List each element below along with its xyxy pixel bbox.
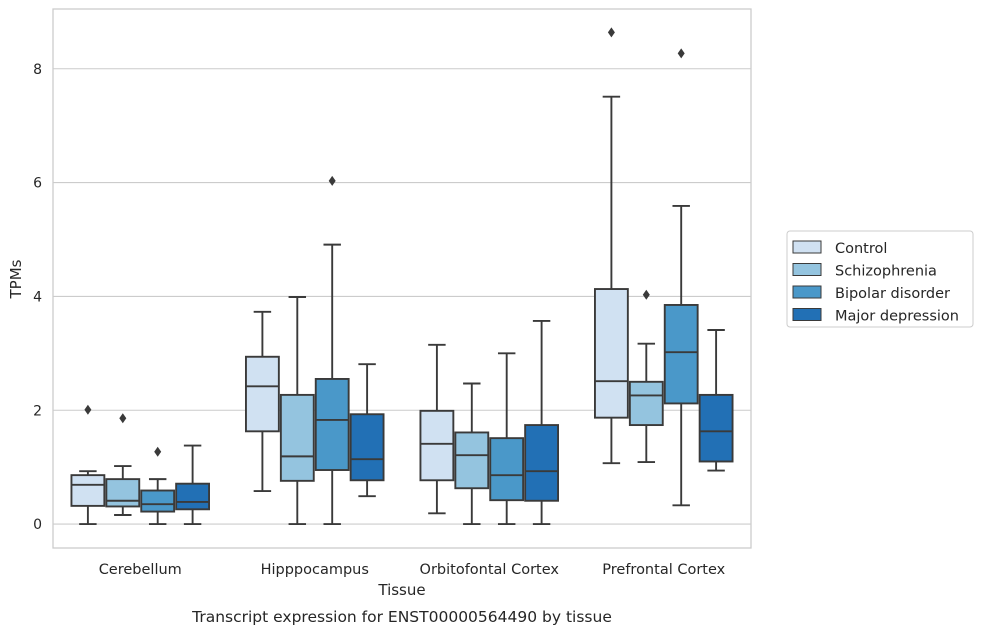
legend-swatch — [792, 285, 822, 299]
box-1-3 — [628, 289, 664, 464]
y-tick-label: 0 — [33, 517, 42, 533]
x-tick-labels: Cerebellum Hipppocampus Orbitofontal Corte… — [99, 562, 726, 578]
box-body — [314, 378, 350, 471]
y-axis-label: TPMs — [7, 259, 25, 299]
box-body — [489, 437, 525, 502]
outlier-point — [328, 175, 336, 186]
legend-swatch — [792, 263, 822, 276]
x-tick-label: Cerebellum — [99, 562, 182, 578]
legend-frame — [786, 230, 974, 328]
chart-caption: Transcript expression for ENST0000056449… — [191, 608, 612, 626]
box-0-1 — [244, 310, 280, 493]
legend-entry-label: Major depression — [835, 309, 959, 325]
box-0-2 — [419, 343, 455, 515]
legend-entry-label: Control — [835, 241, 887, 257]
outlier-point — [607, 27, 615, 38]
box-body — [349, 413, 385, 482]
x-tick-label: Orbitofontal Cortex — [420, 562, 560, 578]
box-3-1 — [349, 363, 385, 498]
box-3-2 — [524, 319, 560, 526]
box-0-3 — [594, 27, 629, 465]
box-body — [244, 355, 280, 433]
box-1-2 — [454, 382, 490, 526]
legend: Control Schizophrenia Bipolar disorder Majo… — [786, 230, 974, 328]
box-2-3 — [663, 48, 699, 507]
legend-swatch — [792, 308, 822, 321]
legend-swatch — [792, 240, 822, 254]
box-body — [663, 304, 699, 405]
box-3-3 — [698, 329, 734, 472]
box-2-1 — [314, 175, 350, 526]
y-tick-label: 4 — [33, 289, 42, 305]
box-body — [70, 474, 106, 507]
box-body — [628, 380, 664, 427]
box-1-0 — [105, 413, 141, 516]
box-2-2 — [489, 352, 525, 526]
plot-frame — [52, 8, 752, 549]
box-0-0 — [70, 404, 106, 526]
y-tick-label: 6 — [33, 176, 42, 192]
x-tick-label: Hipppocampus — [261, 562, 369, 578]
box-body — [419, 409, 455, 482]
box-series — [70, 27, 734, 526]
box-body — [454, 431, 490, 490]
box-1-1 — [279, 296, 315, 526]
box-3-0 — [175, 444, 210, 526]
x-tick-label: Prefrontal Cortex — [602, 562, 725, 578]
box-body — [105, 478, 141, 508]
y-tick-label: 8 — [33, 62, 42, 78]
outlier-point — [119, 413, 127, 424]
box-2-0 — [140, 446, 176, 526]
box-body — [524, 424, 560, 502]
outlier-point — [642, 289, 650, 300]
y-tick-label: 2 — [33, 403, 42, 419]
legend-entry-label: Schizophrenia — [835, 264, 937, 280]
outlier-point — [84, 404, 92, 415]
legend-entry-label: Bipolar disorder — [835, 286, 950, 302]
y-tick-labels: 0 2 4 6 8 — [33, 62, 42, 533]
box-body — [279, 393, 315, 482]
outlier-point — [154, 446, 162, 457]
box-body — [140, 489, 176, 513]
box-body — [698, 393, 734, 463]
box-body — [175, 482, 210, 511]
box-body — [594, 288, 629, 419]
x-axis-label: Tissue — [377, 581, 425, 599]
outlier-point — [677, 48, 685, 59]
